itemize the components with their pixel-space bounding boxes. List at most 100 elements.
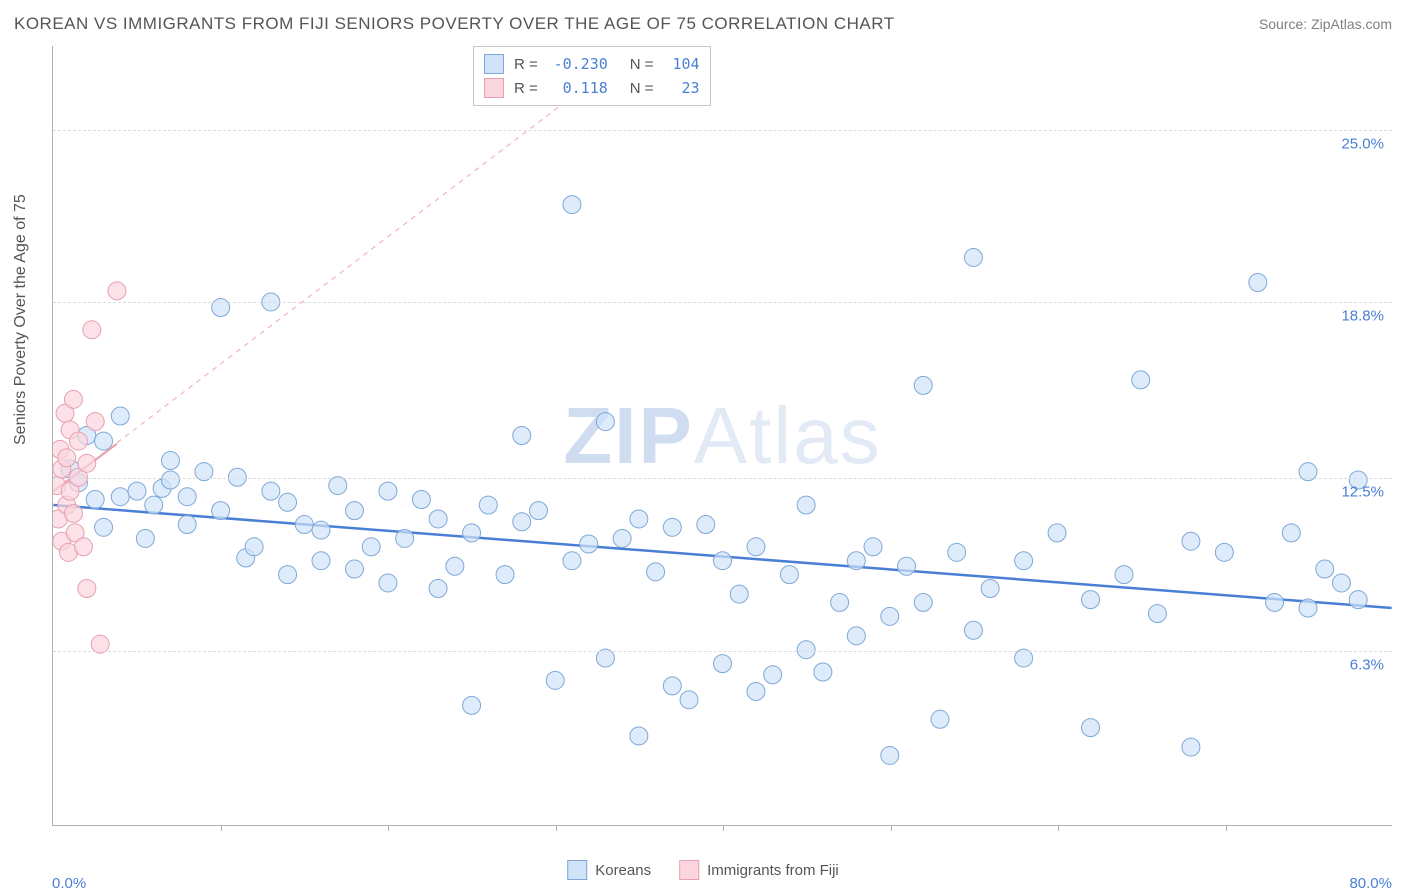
gridline bbox=[53, 478, 1392, 479]
point-koreans bbox=[379, 574, 397, 592]
point-koreans bbox=[245, 538, 263, 556]
swatch-icon bbox=[484, 54, 504, 74]
point-koreans bbox=[747, 682, 765, 700]
n-value: 104 bbox=[664, 55, 700, 73]
point-koreans bbox=[396, 529, 414, 547]
point-koreans bbox=[128, 482, 146, 500]
r-value: -0.230 bbox=[548, 55, 608, 73]
y-tick-label: 25.0% bbox=[1341, 135, 1384, 152]
point-koreans bbox=[1249, 273, 1267, 291]
source-attribution: Source: ZipAtlas.com bbox=[1259, 16, 1392, 32]
point-koreans bbox=[1349, 591, 1367, 609]
point-koreans bbox=[914, 376, 932, 394]
point-koreans bbox=[780, 566, 798, 584]
point-koreans bbox=[479, 496, 497, 514]
point-koreans bbox=[680, 691, 698, 709]
point-koreans bbox=[295, 516, 313, 534]
point-koreans bbox=[1115, 566, 1133, 584]
x-tick bbox=[556, 825, 557, 831]
point-koreans bbox=[881, 746, 899, 764]
point-koreans bbox=[178, 516, 196, 534]
scatter-svg bbox=[53, 46, 1392, 825]
point-koreans bbox=[1182, 738, 1200, 756]
point-koreans bbox=[914, 593, 932, 611]
point-koreans bbox=[596, 649, 614, 667]
point-koreans bbox=[136, 529, 154, 547]
point-koreans bbox=[379, 482, 397, 500]
stats-row-fiji: R =0.118N =23 bbox=[484, 76, 700, 100]
point-fiji bbox=[108, 282, 126, 300]
point-koreans bbox=[1215, 543, 1233, 561]
point-koreans bbox=[412, 491, 430, 509]
point-koreans bbox=[312, 521, 330, 539]
point-koreans bbox=[1132, 371, 1150, 389]
swatch-icon bbox=[567, 860, 587, 880]
point-fiji bbox=[58, 449, 76, 467]
point-koreans bbox=[797, 496, 815, 514]
point-koreans bbox=[831, 593, 849, 611]
point-koreans bbox=[463, 696, 481, 714]
trend-line-fiji bbox=[53, 46, 638, 491]
point-koreans bbox=[630, 727, 648, 745]
point-koreans bbox=[981, 580, 999, 598]
point-koreans bbox=[663, 518, 681, 536]
point-koreans bbox=[1082, 591, 1100, 609]
y-tick-label: 12.5% bbox=[1341, 483, 1384, 500]
point-koreans bbox=[279, 493, 297, 511]
stats-row-koreans: R = -0.230 N = 104 bbox=[484, 52, 700, 76]
point-koreans bbox=[161, 452, 179, 470]
point-koreans bbox=[345, 502, 363, 520]
x-axis-end: 80.0% bbox=[1349, 875, 1392, 892]
point-koreans bbox=[697, 516, 715, 534]
point-koreans bbox=[1015, 552, 1033, 570]
point-koreans bbox=[111, 488, 129, 506]
point-koreans bbox=[898, 557, 916, 575]
r-label: R = bbox=[514, 56, 538, 73]
chart-title: KOREAN VS IMMIGRANTS FROM FIJI SENIORS P… bbox=[14, 14, 895, 34]
point-koreans bbox=[178, 488, 196, 506]
y-tick-label: 6.3% bbox=[1350, 656, 1384, 673]
point-fiji bbox=[74, 538, 92, 556]
point-koreans bbox=[764, 666, 782, 684]
legend-item-koreans: Koreans bbox=[567, 860, 651, 880]
point-koreans bbox=[279, 566, 297, 584]
point-koreans bbox=[931, 710, 949, 728]
point-koreans bbox=[964, 248, 982, 266]
point-koreans bbox=[613, 529, 631, 547]
gridline bbox=[53, 302, 1392, 303]
point-fiji bbox=[78, 580, 96, 598]
point-koreans bbox=[212, 299, 230, 317]
point-koreans bbox=[429, 510, 447, 528]
x-tick bbox=[723, 825, 724, 831]
x-tick bbox=[891, 825, 892, 831]
point-koreans bbox=[1299, 599, 1317, 617]
point-koreans bbox=[513, 427, 531, 445]
point-fiji bbox=[64, 390, 82, 408]
point-koreans bbox=[529, 502, 547, 520]
point-koreans bbox=[1015, 649, 1033, 667]
point-koreans bbox=[161, 471, 179, 489]
series-legend: Koreans Immigrants from Fiji bbox=[567, 860, 839, 880]
point-koreans bbox=[1266, 593, 1284, 611]
point-koreans bbox=[145, 496, 163, 514]
point-koreans bbox=[312, 552, 330, 570]
point-fiji bbox=[83, 321, 101, 339]
point-koreans bbox=[580, 535, 598, 553]
point-koreans bbox=[95, 432, 113, 450]
x-tick bbox=[1226, 825, 1227, 831]
n-label: N = bbox=[630, 56, 654, 73]
legend-item-fiji: Immigrants from Fiji bbox=[679, 860, 839, 880]
point-koreans bbox=[546, 671, 564, 689]
point-koreans bbox=[647, 563, 665, 581]
point-koreans bbox=[463, 524, 481, 542]
r-value: 0.118 bbox=[548, 79, 608, 97]
point-koreans bbox=[847, 552, 865, 570]
r-label: R = bbox=[514, 80, 538, 97]
point-koreans bbox=[111, 407, 129, 425]
point-koreans bbox=[95, 518, 113, 536]
point-koreans bbox=[714, 655, 732, 673]
x-tick bbox=[388, 825, 389, 831]
x-axis-start: 0.0% bbox=[52, 875, 86, 892]
n-value: 23 bbox=[664, 79, 700, 97]
swatch-icon bbox=[679, 860, 699, 880]
